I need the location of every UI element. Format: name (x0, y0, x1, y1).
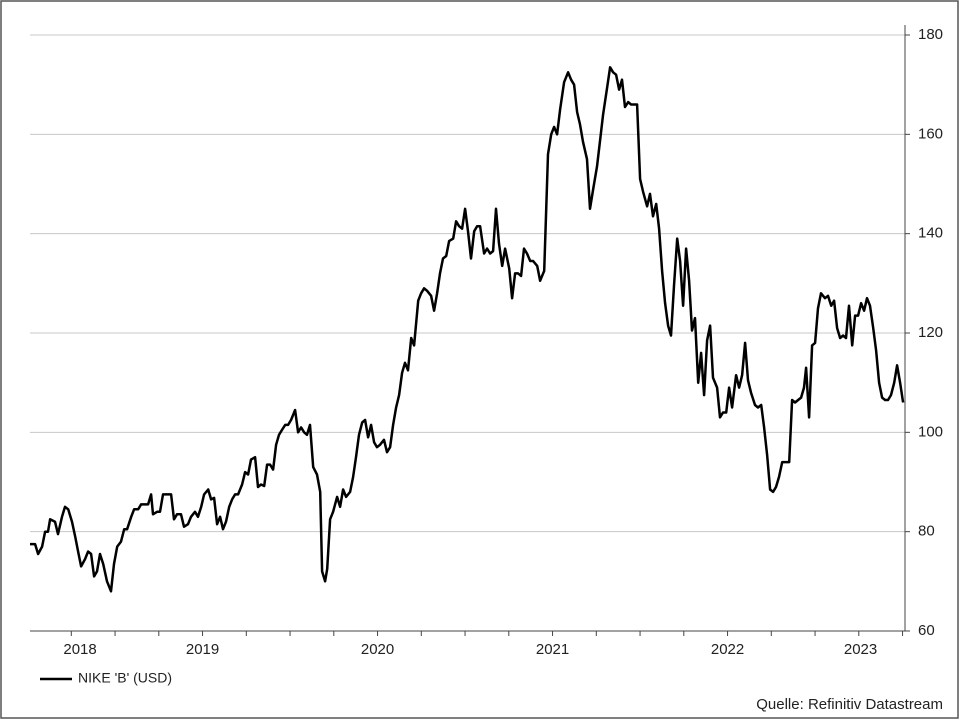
y-tick-label: 140 (918, 225, 943, 242)
y-tick-label: 80 (918, 523, 935, 540)
source-note: Quelle: Refinitiv Datastream (756, 696, 943, 713)
line (30, 66, 905, 593)
y-tick-label: 160 (918, 125, 943, 142)
y-tick-label: 60 (918, 622, 935, 639)
y-tick-label: 120 (918, 324, 943, 341)
y-tick-label: 100 (918, 423, 943, 440)
x-tick-label: 2018 (63, 641, 96, 658)
x-tick-label: 2023 (844, 641, 877, 658)
y-tick-label: 180 (918, 26, 943, 43)
x-tick-label: 2020 (361, 641, 394, 658)
legend-label: NIKE 'B' (USD) (78, 670, 172, 686)
x-tick-label: 2021 (536, 641, 569, 658)
x-tick-label: 2022 (711, 641, 744, 658)
x-tick-label: 2019 (186, 641, 219, 658)
